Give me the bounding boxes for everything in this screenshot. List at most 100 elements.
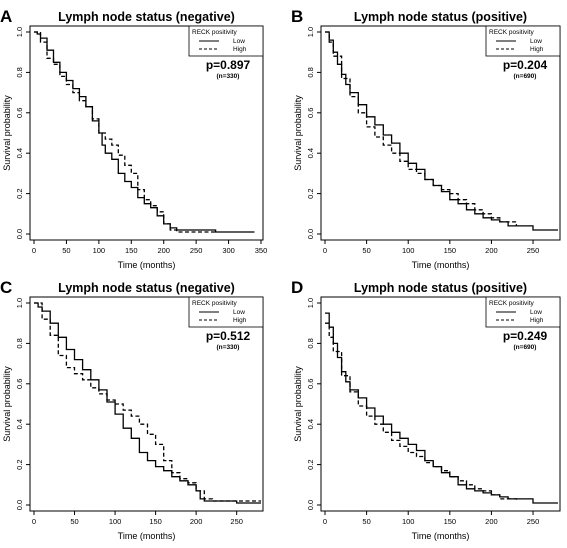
legend-entry-low: Low [233,309,245,316]
x-tick-label: 200 [485,517,498,526]
y-tick-label: 0.4 [306,419,315,429]
x-tick-label: 50 [70,517,78,526]
x-tick-label: 200 [157,246,170,255]
x-tick-label: 250 [527,246,540,255]
sample-size-label: (n=330) [217,344,240,351]
series-line-low [34,302,261,504]
panel-b: B Lymph node status (positive) 0.0 0.2 0.4 0.… [291,7,561,270]
chart-title: Lymph node status (negative) [58,281,235,295]
series-line-high [325,322,518,501]
y-tick-label: 0.6 [306,379,315,389]
y-tick-label: 0.4 [15,148,24,158]
x-tick-label: 100 [93,246,106,255]
sample-size-label: (n=330) [217,73,240,80]
y-tick-label: 1.0 [306,298,315,308]
panel-c: C Lymph node status (negative) 0.0 0.2 0.4 0.… [0,278,264,541]
x-tick-label: 150 [125,246,138,255]
y-tick-label: 0.8 [15,67,24,77]
y-tick-label: 1.0 [306,27,315,37]
x-tick-label: 50 [362,246,370,255]
panel-letter: B [291,7,303,26]
legend-entry-low: Low [530,38,542,45]
plot-frame [320,296,561,512]
series-line-low [325,31,558,231]
sample-size-label: (n=690) [514,73,537,80]
x-tick-label: 50 [362,517,370,526]
y-tick-label: 0.8 [15,338,24,348]
y-tick-label: 1.0 [15,27,24,37]
series-line-low [325,312,558,504]
series-line-high [325,31,518,226]
legend-title: RECK positivity [489,300,535,307]
y-tick-label: 0.2 [306,459,315,469]
panel-letter: C [0,278,12,297]
panel-a: A Lymph node status (negative) 0.0 0.2 0.4 0.… [0,7,267,270]
y-axis-label: Survival probability [293,95,303,171]
y-tick-label: 0.6 [306,108,315,118]
x-tick-label: 0 [32,517,36,526]
x-axis-label: Time (months) [412,260,470,270]
y-tick-label: 0.8 [306,338,315,348]
chart-title: Lymph node status (positive) [354,281,527,295]
x-tick-label: 300 [222,246,235,255]
y-tick-label: 0.4 [15,419,24,429]
legend-title: RECK positivity [192,300,238,307]
x-tick-label: 250 [230,517,243,526]
chart-title: Lymph node status (negative) [58,10,235,24]
y-tick-label: 0.0 [15,229,24,239]
legend-entry-low: Low [233,38,245,45]
plot-frame [29,296,264,512]
x-tick-label: 350 [255,246,268,255]
x-tick-label: 150 [444,517,457,526]
series-line-high [34,31,216,233]
panel-letter: D [291,278,303,297]
p-value-label: p=0.897 [206,58,251,72]
y-tick-label: 1.0 [15,298,24,308]
legend-entry-high: High [233,46,247,53]
x-tick-label: 150 [444,246,457,255]
x-tick-label: 200 [190,517,203,526]
y-tick-label: 0.8 [306,67,315,77]
p-value-label: p=0.512 [206,329,251,343]
x-tick-label: 250 [527,517,540,526]
y-axis-label: Survival probability [293,366,303,442]
x-tick-label: 50 [62,246,70,255]
y-tick-label: 0.2 [306,188,315,198]
x-axis-label: Time (months) [118,531,176,541]
y-tick-label: 0.0 [306,500,315,510]
legend-title: RECK positivity [192,29,238,36]
x-tick-label: 100 [109,517,122,526]
series-line-high [34,302,261,502]
y-tick-label: 0.6 [15,379,24,389]
x-tick-label: 0 [323,246,327,255]
y-axis-label: Survival probability [2,366,12,442]
x-tick-label: 250 [190,246,203,255]
p-value-label: p=0.249 [503,329,548,343]
y-tick-label: 0.0 [15,500,24,510]
y-axis-label: Survival probability [2,95,12,171]
y-tick-label: 0.2 [15,188,24,198]
x-tick-label: 0 [323,517,327,526]
x-tick-label: 200 [485,246,498,255]
x-tick-label: 100 [402,517,415,526]
x-tick-label: 100 [402,246,415,255]
panel-letter: A [0,7,12,26]
legend-entry-high: High [530,317,544,324]
x-tick-label: 0 [32,246,36,255]
y-tick-label: 0.6 [15,108,24,118]
plot-frame [320,25,561,241]
legend-entry-high: High [530,46,544,53]
x-tick-label: 150 [149,517,162,526]
x-axis-label: Time (months) [118,260,176,270]
panel-d: D Lymph node status (positive) 0.0 0.2 0.4 0.… [291,278,561,541]
x-axis-label: Time (months) [412,531,470,541]
sample-size-label: (n=690) [514,344,537,351]
series-line-low [34,31,255,233]
y-tick-label: 0.2 [15,459,24,469]
plot-frame [29,25,264,241]
